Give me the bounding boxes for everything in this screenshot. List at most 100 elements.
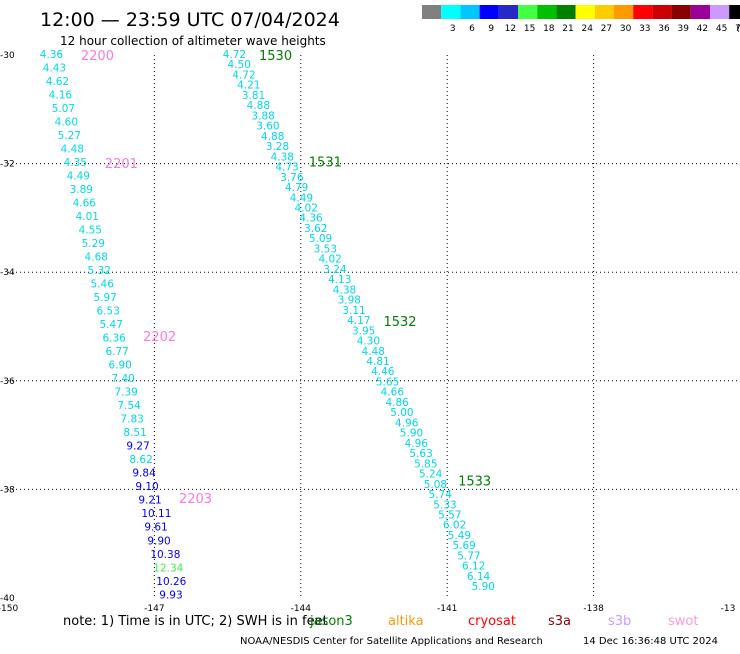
legend-label: 12 — [505, 24, 516, 34]
satellite-name: jason3 — [309, 614, 353, 629]
lon-tick-label: -13 — [721, 604, 736, 614]
wave-height-value: 6.14 — [467, 571, 491, 583]
satellite-name: altika — [388, 614, 424, 629]
legend-swatch — [556, 5, 576, 19]
legend-label: 9 — [488, 24, 494, 34]
wave-height-value: 4.96 — [395, 417, 419, 429]
legend-swatch — [518, 5, 538, 19]
wave-height-value: 9.10 — [135, 481, 158, 493]
wave-height-value: 5.65 — [376, 376, 399, 388]
legend-label: 36 — [658, 24, 670, 34]
pass-time-label: 2202 — [143, 330, 176, 345]
wave-height-value: 7.83 — [120, 414, 143, 426]
lat-lon-grid — [8, 55, 740, 598]
wave-height-value: 4.66 — [73, 198, 97, 210]
wave-height-value: 4.79 — [285, 182, 308, 194]
wave-height-value: 3.24 — [323, 264, 347, 276]
wave-height-value: 5.24 — [419, 469, 443, 481]
wave-height-value: 5.90 — [472, 581, 495, 593]
pass-time-label: 2200 — [81, 49, 114, 64]
wave-height-value: 10.38 — [150, 549, 180, 561]
wave-height-value: 12.34 — [153, 562, 183, 574]
legend-label: 70 — [735, 24, 740, 34]
satellite-name: s3a — [548, 614, 571, 629]
wave-height-value: 5.69 — [452, 540, 475, 552]
wave-height-value: 3.62 — [304, 223, 327, 235]
wave-height-value: 4.30 — [357, 336, 380, 348]
wave-height-value: 9.90 — [147, 535, 170, 547]
pass-time-label: 1530 — [259, 49, 292, 64]
wave-height-value: 4.88 — [247, 100, 270, 112]
wave-height-value: 5.46 — [91, 279, 115, 291]
legend-swatch — [575, 5, 595, 19]
wave-height-value: 4.13 — [328, 274, 351, 286]
legend-swatch — [594, 5, 614, 19]
wave-height-value: 5.57 — [438, 510, 461, 522]
legend-swatch — [441, 5, 461, 19]
legend-swatch — [710, 5, 730, 19]
wave-height-value: 5.74 — [429, 489, 453, 501]
wave-height-value: 5.33 — [433, 499, 456, 511]
wave-height-value: 8.62 — [129, 454, 152, 466]
wave-height-value: 4.49 — [290, 192, 313, 204]
lon-tick-label: -150 — [0, 604, 18, 614]
wave-height-value: 4.46 — [371, 366, 395, 378]
lat-tick-label: -38 — [0, 485, 15, 495]
wave-height-value: 3.11 — [342, 305, 365, 317]
wave-height-value: 4.43 — [43, 63, 66, 75]
wave-height-value: 8.51 — [123, 427, 146, 439]
wave-height-value: 4.48 — [362, 346, 385, 358]
wave-height-value: 6.36 — [102, 333, 126, 345]
satellite-name: cryosat — [468, 614, 516, 629]
wave-height-value: 4.36 — [40, 49, 64, 61]
wave-height-value: 6.12 — [462, 561, 485, 573]
wave-height-value: 5.63 — [409, 448, 432, 460]
wave-height-value: 9.27 — [126, 441, 149, 453]
wave-height-value: 9.61 — [144, 522, 167, 534]
wave-height-value: 6.90 — [108, 360, 131, 372]
legend-swatch — [422, 5, 442, 19]
wave-height-value: 5.49 — [448, 530, 471, 542]
pass-time-label: 2203 — [179, 492, 212, 507]
wave-height-value: 5.32 — [88, 265, 111, 277]
lat-tick-label: -30 — [0, 51, 15, 61]
map-subtitle: 12 hour collection of altimeter wave hei… — [60, 34, 326, 48]
wave-height-value: 5.97 — [94, 292, 117, 304]
wave-height-value: 4.50 — [228, 59, 251, 71]
wave-height-value: 3.88 — [251, 110, 274, 122]
legend-label: 6 — [469, 24, 475, 34]
satellite-legend: jason3 altika cryosat s3a s3b swot — [309, 614, 698, 629]
wave-height-value: 4.49 — [67, 171, 90, 183]
wave-height-value: 4.66 — [381, 387, 405, 399]
wave-height-value: 4.60 — [55, 117, 78, 129]
legend-label: 30 — [620, 24, 632, 34]
wave-height-value: 5.85 — [414, 458, 437, 470]
wave-height-value: 3.81 — [242, 90, 265, 102]
legend-label: 3 — [450, 24, 456, 34]
axis-labels: -150 -147 -144 -141 -138 -13 -30 -32 -34 -36 -38 -4… — [0, 51, 735, 614]
wave-height-value: 4.01 — [76, 211, 99, 223]
lat-tick-label: -40 — [0, 594, 15, 604]
wave-height-value: 3.53 — [314, 243, 337, 255]
pass-time-label: 1531 — [309, 155, 342, 170]
wave-height-value: 5.77 — [457, 550, 480, 562]
wave-height-value: 5.00 — [390, 407, 413, 419]
wave-height-value: 4.02 — [318, 254, 341, 266]
wave-height-value: 3.28 — [266, 141, 289, 153]
wave-height-value: 4.55 — [79, 225, 102, 237]
wave-height-value: 4.96 — [405, 438, 429, 450]
legend-swatch — [614, 5, 634, 19]
wave-height-value: 5.29 — [82, 238, 105, 250]
lat-tick-label: -32 — [0, 160, 15, 170]
wave-height-value: 4.86 — [385, 397, 409, 409]
wave-height-value: 6.02 — [443, 520, 466, 532]
legend-swatch — [460, 5, 480, 19]
map-title: 12:00 — 23:59 UTC 07/04/2024 — [40, 9, 340, 31]
wave-height-value: 9.84 — [132, 468, 156, 480]
legend-label: 15 — [524, 24, 535, 34]
wave-height-value: 4.17 — [347, 315, 370, 327]
wave-height-value: 4.02 — [295, 203, 318, 215]
wave-height-value: 10.11 — [141, 508, 171, 520]
wave-height-value: 3.98 — [338, 295, 361, 307]
